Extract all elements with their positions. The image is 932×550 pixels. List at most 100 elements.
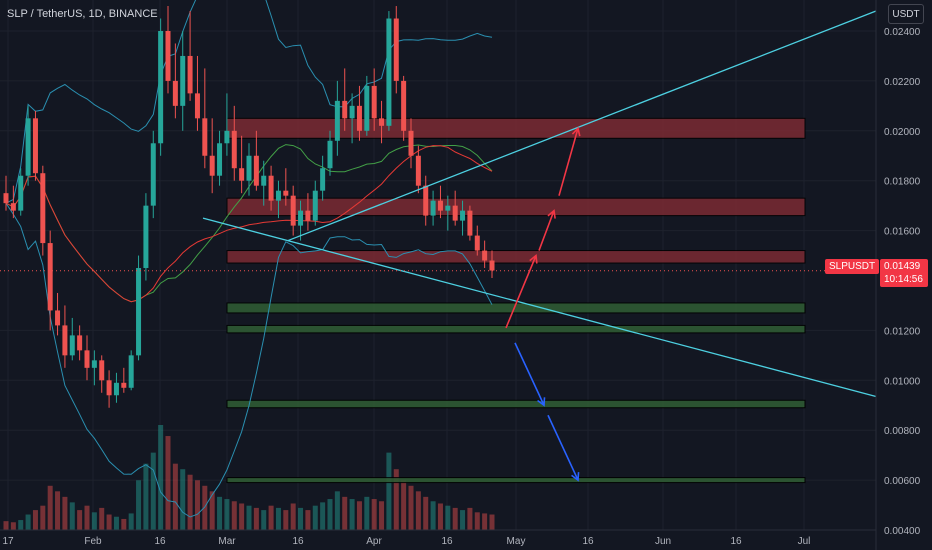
candle-body	[136, 268, 142, 356]
candle-body	[275, 190, 281, 201]
symbol-tag: SLPUSDT	[825, 259, 880, 274]
volume-bar	[356, 501, 362, 530]
volume-bar	[386, 452, 392, 530]
volume-bar	[298, 507, 304, 530]
volume-bar	[460, 510, 466, 530]
volume-bar	[467, 507, 473, 530]
x-tick-label: 16	[292, 536, 304, 547]
up-arrow-head	[529, 254, 538, 264]
down-arrow-head	[537, 397, 546, 407]
volume-bar	[32, 510, 38, 530]
candle-body	[194, 93, 200, 119]
candle-body	[172, 80, 178, 106]
volume-bar	[401, 480, 407, 530]
resistance-zone	[226, 197, 806, 217]
y-tick-label: 0.00400	[884, 526, 921, 537]
candle-body	[408, 130, 414, 156]
volume-bar	[474, 512, 480, 530]
volume-bar	[364, 496, 370, 530]
candle-body	[364, 85, 370, 131]
candle-body	[356, 105, 362, 131]
volume-bar	[84, 505, 90, 530]
volume-bar	[445, 505, 451, 530]
currency-button[interactable]: USDT	[888, 4, 924, 24]
x-tick-label: Mar	[218, 536, 236, 547]
volume-bar	[349, 499, 355, 530]
candle-body	[467, 210, 473, 236]
volume-bar	[180, 469, 186, 530]
candle-body	[386, 18, 392, 126]
candle-body	[430, 200, 436, 216]
volume-bar	[10, 522, 16, 530]
volume-bar	[482, 513, 488, 530]
candle-body	[91, 360, 97, 368]
volume-bar	[187, 474, 193, 530]
candle-body	[106, 380, 112, 396]
candle-body	[460, 210, 466, 221]
volume-bar	[489, 514, 495, 530]
volume-bar	[261, 510, 267, 530]
support-zone	[226, 324, 806, 334]
candle-body	[55, 310, 61, 326]
volume-bar	[62, 496, 68, 530]
candle-body	[202, 118, 208, 156]
candle-body	[401, 80, 407, 131]
volume-bar	[253, 507, 259, 530]
candle-body	[379, 118, 385, 126]
volume-bar	[275, 507, 281, 530]
volume-bar	[290, 503, 296, 530]
candle-body	[334, 100, 340, 141]
volume-bar	[283, 510, 289, 530]
candle-body	[128, 355, 134, 388]
candle-body	[268, 175, 274, 201]
y-tick-label: 0.01200	[884, 326, 921, 337]
volume-bar	[327, 499, 333, 530]
candle-body	[77, 335, 83, 351]
candle-body	[253, 155, 259, 186]
candle-body	[40, 173, 46, 244]
x-tick-label: Jul	[798, 536, 811, 547]
x-tick-label: Jun	[655, 536, 671, 547]
candle-body	[3, 193, 9, 204]
grid	[0, 0, 876, 531]
candle-body	[180, 55, 186, 106]
candle-body	[231, 130, 237, 169]
candle-body	[121, 382, 127, 388]
candle-body	[224, 130, 230, 144]
candle-body	[62, 325, 68, 356]
candle-body	[298, 210, 304, 226]
volume-bar	[231, 501, 237, 530]
y-tick-label: 0.00600	[884, 476, 921, 487]
down-arrow	[547, 414, 579, 481]
candle-body	[482, 250, 488, 261]
volume-bar	[136, 480, 142, 530]
volume-bar	[69, 502, 75, 530]
bollinger-lower	[5, 202, 493, 518]
drawings	[0, 10, 877, 482]
y-tick-label: 0.01800	[884, 177, 921, 188]
candle-body	[209, 155, 215, 176]
volume-bar	[320, 502, 326, 530]
up-arrow	[505, 255, 537, 329]
down-arrow	[514, 342, 545, 406]
candle-body	[423, 185, 429, 216]
volume-bar	[158, 425, 164, 530]
candle-body	[489, 260, 495, 271]
x-tick-label: 17	[2, 536, 14, 547]
volume-bar	[165, 436, 171, 530]
volume-bar	[393, 469, 399, 530]
ascending-trend-line	[287, 10, 877, 242]
candle-body	[84, 350, 90, 368]
descending-trend-line	[202, 217, 877, 398]
volume-bar	[379, 501, 385, 530]
candle-body	[393, 18, 399, 81]
volume-bar	[55, 491, 61, 530]
candle-body	[437, 200, 443, 211]
candle-body	[69, 335, 75, 356]
down-arrow-head	[571, 472, 580, 482]
candle-body	[261, 175, 267, 186]
volume-bar	[217, 496, 223, 530]
y-tick-label: 0.01000	[884, 376, 921, 387]
